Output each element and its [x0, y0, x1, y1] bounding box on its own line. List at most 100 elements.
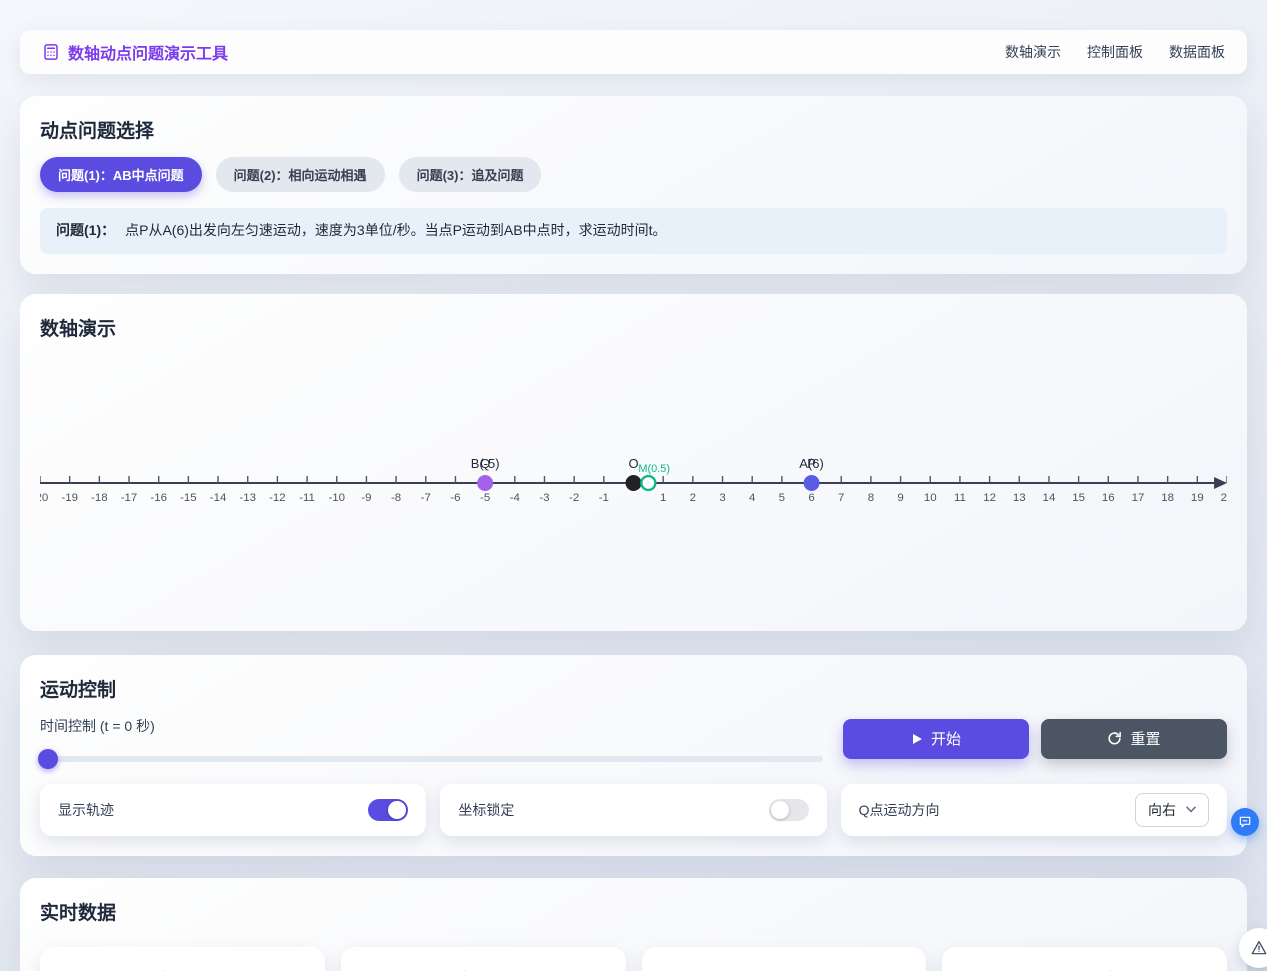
point-p-coordinate-label: 点P坐标 — [159, 967, 207, 971]
problem-select-section: 动点问题选择 问题(1)：AB中点问题 问题(2)：相向运动相遇 问题(3)：追… — [20, 96, 1247, 274]
svg-text:18: 18 — [1161, 492, 1174, 504]
svg-text:P: P — [807, 456, 816, 471]
tab-problem-2[interactable]: 问题(2)：相向运动相遇 — [215, 157, 385, 192]
reset-button-label: 重置 — [1130, 731, 1161, 749]
control-section-title: 运动控制 — [40, 679, 117, 701]
lock-coordinate-toggle[interactable] — [768, 798, 809, 821]
tab-problem-1[interactable]: 问题(1)：AB中点问题 — [40, 157, 202, 192]
nav-item-data-panel[interactable]: 数据面板 — [1169, 44, 1225, 60]
svg-text:-5: -5 — [480, 492, 490, 504]
svg-text:-14: -14 — [210, 492, 227, 504]
svg-text:-13: -13 — [239, 492, 256, 504]
nav-item-control-panel[interactable]: 控制面板 — [1087, 44, 1143, 60]
app-header: 数轴动点问题演示工具 数轴演示 控制面板 数据面板 — [20, 30, 1247, 74]
key-time-points-label: 关键时间点 — [1052, 967, 1117, 971]
top-nav: 数轴演示 控制面板 数据面板 — [1005, 42, 1225, 62]
svg-text:M(0.5): M(0.5) — [638, 463, 670, 475]
svg-text:-6: -6 — [450, 492, 460, 504]
brand: 数轴动点问题演示工具 — [42, 40, 228, 64]
svg-text:-2: -2 — [569, 492, 579, 504]
problem-section-title: 动点问题选择 — [40, 121, 155, 142]
svg-text:-7: -7 — [421, 492, 431, 504]
svg-text:15: 15 — [1072, 492, 1085, 504]
reset-icon — [1107, 731, 1122, 746]
svg-text:-12: -12 — [269, 492, 286, 504]
svg-text:16: 16 — [1102, 492, 1115, 504]
show-trace-label: 显示轨迹 — [58, 801, 114, 818]
svg-text:7: 7 — [838, 492, 844, 504]
svg-text:-9: -9 — [361, 492, 371, 504]
q-direction-box: Q点运动方向 向右 — [840, 783, 1227, 836]
start-button-label: 开始 — [930, 731, 961, 749]
time-slider-thumb[interactable] — [38, 748, 58, 769]
numberline-svg[interactable]: -20-19-18-17-16-15-14-13-12-11-10-9-8-7-… — [40, 355, 1227, 611]
toggle-knob — [770, 800, 789, 819]
reset-button[interactable]: 重置 — [1041, 718, 1227, 759]
lock-coordinate-label: 坐标锁定 — [458, 801, 515, 818]
warning-button[interactable] — [1239, 928, 1267, 968]
svg-text:O: O — [628, 456, 638, 471]
svg-text:-11: -11 — [299, 492, 315, 504]
show-trace-box: 显示轨迹 — [40, 783, 427, 836]
svg-text:-1: -1 — [599, 492, 609, 504]
problem-description-box: 问题(1)： 点P从A(6)出发向左匀速运动，速度为3单位/秒。当点P运动到AB中… — [40, 208, 1227, 254]
problem-tabs: 问题(1)：AB中点问题 问题(2)：相向运动相遇 问题(3)：追及问题 — [40, 157, 1227, 192]
chat-button[interactable] — [1231, 808, 1259, 836]
svg-text:-15: -15 — [180, 492, 197, 504]
svg-text:9: 9 — [897, 492, 903, 504]
svg-text:6: 6 — [808, 492, 814, 504]
tab-problem-3[interactable]: 问题(3)：追及问题 — [398, 157, 542, 192]
svg-text:8: 8 — [868, 492, 874, 504]
show-trace-toggle[interactable] — [368, 798, 409, 821]
svg-text:-16: -16 — [150, 492, 167, 504]
point-q-coordinate-label: 点Q坐标 — [459, 967, 508, 971]
svg-text:20: 20 — [1221, 492, 1227, 504]
svg-text:4: 4 — [749, 492, 756, 504]
warning-triangle-icon — [1250, 939, 1267, 957]
svg-text:-8: -8 — [391, 492, 401, 504]
numberline-section: 数轴演示 -20-19-18-17-16-15-14-13-12-11-10-9… — [20, 293, 1247, 631]
q-direction-select[interactable]: 向右 — [1135, 792, 1209, 827]
svg-text:-4: -4 — [510, 492, 521, 504]
svg-text:A(6): A(6) — [799, 456, 823, 471]
svg-text:17: 17 — [1132, 492, 1145, 504]
lock-coordinate-box: 坐标锁定 — [440, 783, 827, 836]
svg-text:10: 10 — [924, 492, 937, 504]
realtime-section-title: 实时数据 — [40, 902, 117, 924]
pq-distance-card: PQ距离 — [641, 946, 927, 971]
calculator-icon — [42, 43, 60, 61]
svg-text:-18: -18 — [91, 492, 108, 504]
chat-bubble-icon — [1238, 815, 1252, 829]
q-direction-label: Q点运动方向 — [858, 801, 940, 818]
start-button[interactable]: 开始 — [843, 718, 1029, 759]
svg-text:Q: Q — [480, 456, 490, 471]
nav-item-numberline[interactable]: 数轴演示 — [1005, 44, 1061, 60]
svg-text:2: 2 — [690, 492, 696, 504]
svg-text:-20: -20 — [40, 492, 48, 504]
point-p-coordinate-card: 点P坐标 — [40, 946, 325, 971]
point-q-coordinate-card: 点Q坐标 — [340, 946, 626, 971]
pq-distance-label: PQ距离 — [761, 967, 806, 971]
play-icon — [911, 733, 923, 745]
svg-text:-3: -3 — [539, 492, 549, 504]
svg-text:-17: -17 — [121, 492, 138, 504]
svg-text:B(-5): B(-5) — [471, 456, 500, 471]
chevron-down-icon — [1186, 806, 1196, 813]
problem-description-text: 点P从A(6)出发向左匀速运动，速度为3单位/秒。当点P运动到AB中点时，求运动… — [125, 222, 667, 238]
svg-text:-10: -10 — [328, 492, 345, 504]
svg-text:12: 12 — [983, 492, 996, 504]
svg-text:11: 11 — [954, 492, 966, 504]
svg-text:3: 3 — [719, 492, 725, 504]
svg-text:-19: -19 — [61, 492, 78, 504]
q-direction-value: 向右 — [1148, 801, 1176, 818]
numberline-section-title: 数轴演示 — [40, 318, 117, 340]
toggle-knob — [388, 800, 407, 819]
time-slider[interactable] — [38, 748, 823, 769]
key-time-points-card: 关键时间点 — [942, 946, 1227, 971]
problem-description-label: 问题(1)： — [56, 222, 116, 238]
svg-text:1: 1 — [660, 492, 666, 504]
realtime-data-section: 实时数据 点P坐标 点Q坐标 PQ距离 关键时间点 — [20, 877, 1247, 971]
svg-text:14: 14 — [1043, 492, 1056, 504]
svg-text:5: 5 — [779, 492, 785, 504]
